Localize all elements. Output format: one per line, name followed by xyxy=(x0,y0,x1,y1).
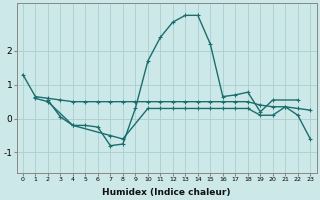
X-axis label: Humidex (Indice chaleur): Humidex (Indice chaleur) xyxy=(102,188,231,197)
